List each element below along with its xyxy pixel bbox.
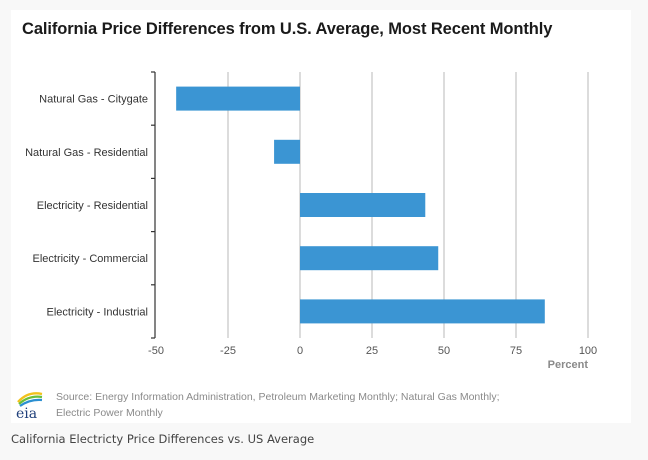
x-tick-labels: -50 -25 0 25 50 75 100 (148, 345, 597, 357)
bar (300, 193, 426, 217)
logo-arc-yellow (17, 392, 43, 403)
source-note: Source: Energy Information Administratio… (56, 389, 576, 421)
x-tick-label: -25 (220, 345, 236, 357)
category-labels: Natural Gas - Citygate Natural Gas - Resi… (25, 94, 148, 319)
figure-caption: California Electricty Price Differences … (11, 432, 315, 446)
logo-arc-blue (19, 398, 43, 407)
bars (176, 86, 545, 324)
category-label: Electricity - Residential (37, 200, 148, 212)
category-label: Natural Gas - Residential (25, 147, 148, 159)
logo-arc-green (18, 395, 43, 405)
category-label: Electricity - Industrial (47, 306, 148, 318)
bar (274, 139, 300, 164)
category-label: Natural Gas - Citygate (39, 94, 148, 106)
y-axis (151, 71, 156, 339)
x-tick-label: 50 (438, 345, 450, 357)
category-label: Electricity - Commercial (32, 253, 148, 265)
bar (176, 86, 300, 111)
source-line-1: Source: Energy Information Administratio… (56, 391, 500, 403)
x-axis-label: Percent (548, 359, 589, 371)
x-tick-label: -50 (148, 345, 164, 357)
source-line-2: Electric Power Monthly (56, 407, 163, 419)
x-tick-label: 75 (510, 345, 522, 357)
bar (300, 299, 545, 324)
x-tick-label: 25 (366, 345, 378, 357)
bar (300, 246, 439, 271)
x-tick-label: 0 (297, 345, 303, 357)
x-tick-label: 100 (579, 345, 597, 357)
chart-title: California Price Differences from U.S. A… (22, 20, 553, 38)
eia-logo: eia (16, 392, 43, 420)
logo-text: eia (16, 406, 37, 420)
